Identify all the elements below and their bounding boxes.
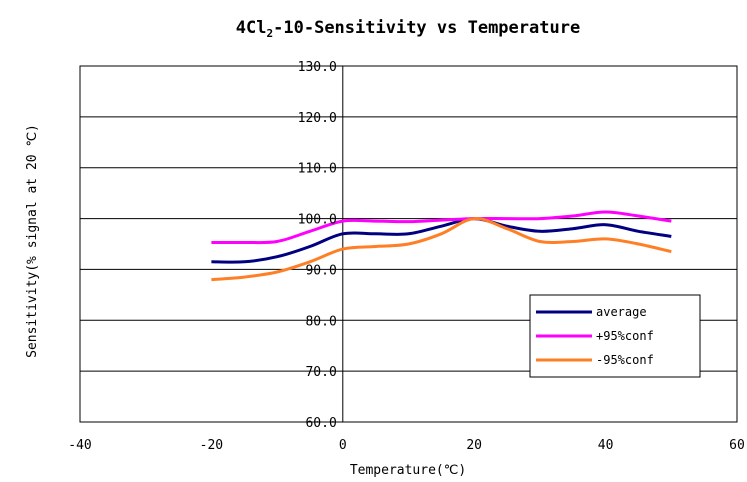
chart-title: 4Cl2-10-Sensitivity vs Temperature xyxy=(236,18,580,40)
y-tick-label-5: 110.0 xyxy=(298,162,337,177)
series-lines xyxy=(211,210,672,282)
y-tick-label-3: 90.0 xyxy=(305,263,336,278)
tick-labels: 60.0 70.0 80.0 90.0 100.0 110.0 120.0 130.0 -40 -… xyxy=(68,60,745,453)
x-axis-label: Temperature(℃) xyxy=(350,463,466,478)
legend-label-0: average xyxy=(596,305,647,319)
series-line-2 xyxy=(211,217,672,282)
y-tick-label-4: 100.0 xyxy=(298,213,337,228)
legend-label-2: -95%conf xyxy=(596,353,654,367)
x-tick-label-2: 0 xyxy=(339,438,347,453)
legend-label-1: +95%conf xyxy=(596,329,654,343)
x-tick-label-1: -20 xyxy=(200,438,223,453)
y-tick-label-2: 80.0 xyxy=(305,314,336,329)
chart-title-rest: -10-Sensitivity vs Temperature xyxy=(273,18,580,38)
y-tick-label-6: 120.0 xyxy=(298,111,337,126)
x-tick-label-4: 40 xyxy=(598,438,614,453)
series-line-0 xyxy=(211,217,672,264)
chart-title-subscript: 2 xyxy=(267,27,274,40)
y-tick-label-0: 60.0 xyxy=(305,416,336,431)
series-line-1 xyxy=(211,210,672,245)
y-tick-label-1: 70.0 xyxy=(305,365,336,380)
chart-title-prefix: 4Cl xyxy=(236,18,267,38)
x-tick-label-0: -40 xyxy=(68,438,91,453)
x-tick-label-3: 20 xyxy=(466,438,482,453)
legend: average +95%conf -95%conf xyxy=(529,294,701,378)
y-tick-label-7: 130.0 xyxy=(298,60,337,75)
x-tick-label-5: 60 xyxy=(729,438,745,453)
y-axis-label: Sensitivity(% signal at 20 ℃) xyxy=(25,124,40,358)
